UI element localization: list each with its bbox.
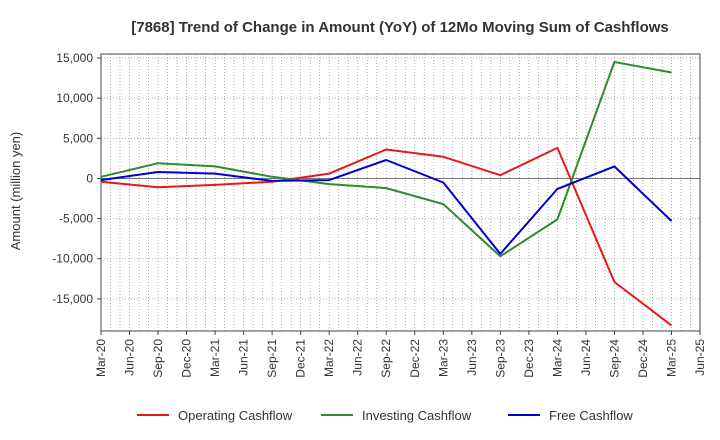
y-tick-label: 15,000 xyxy=(56,51,93,65)
x-tick-label: Mar-23 xyxy=(436,339,450,377)
legend-label: Investing Cashflow xyxy=(362,408,472,423)
y-tick-label: -15,000 xyxy=(52,292,93,306)
y-tick-label: 10,000 xyxy=(56,91,93,105)
y-tick-label: -10,000 xyxy=(52,252,93,266)
legend-label: Operating Cashflow xyxy=(178,408,293,423)
y-tick-label: -5,000 xyxy=(59,212,93,226)
x-tick-label: Dec-24 xyxy=(636,339,650,378)
x-tick-label: Jun-25 xyxy=(693,339,707,376)
plot-frame xyxy=(100,53,701,332)
series-line-operating-cashflow xyxy=(100,146,673,327)
x-tick-label: Jun-21 xyxy=(237,339,251,376)
x-tick-label: Mar-22 xyxy=(322,339,336,377)
x-tick-label: Jun-23 xyxy=(465,339,479,376)
x-tick-label: Dec-20 xyxy=(180,339,194,378)
x-tick-label: Sep-23 xyxy=(493,339,507,378)
x-tick-label: Sep-21 xyxy=(265,339,279,378)
x-tick-label: Jun-24 xyxy=(579,339,593,376)
chart-title: [7868] Trend of Change in Amount (YoY) o… xyxy=(131,19,669,36)
x-tick-label: Sep-24 xyxy=(607,339,621,378)
x-tick-label: Mar-21 xyxy=(208,339,222,377)
series-lines xyxy=(100,61,673,327)
x-tick-label: Sep-22 xyxy=(379,339,393,378)
x-tick-label: Dec-21 xyxy=(294,339,308,378)
legend-label: Free Cashflow xyxy=(549,408,633,423)
x-tick-label: Mar-25 xyxy=(664,339,678,377)
x-tick-label: Mar-20 xyxy=(94,339,108,377)
y-tick-label: 0 xyxy=(86,171,93,185)
x-tick-label: Mar-24 xyxy=(550,339,564,377)
x-tick-label: Jun-22 xyxy=(351,339,365,376)
gridlines xyxy=(101,54,700,331)
x-tick-label: Jun-20 xyxy=(123,339,137,376)
y-axis-label: Amount (million yen) xyxy=(8,132,23,251)
x-tick-label: Dec-23 xyxy=(522,339,536,378)
legend: Operating Cashflow Investing Cashflow Free… xyxy=(137,408,633,423)
axes: 15,000 10,000 5,000 0 -5,000 -10,000 -15,000 Ma… xyxy=(52,51,707,378)
y-tick-label: 5,000 xyxy=(63,131,93,145)
series-line-investing-cashflow xyxy=(100,61,672,258)
series-line-free-cashflow xyxy=(100,159,673,255)
x-tick-label: Dec-22 xyxy=(408,339,422,378)
x-tick-label: Sep-20 xyxy=(151,339,165,378)
